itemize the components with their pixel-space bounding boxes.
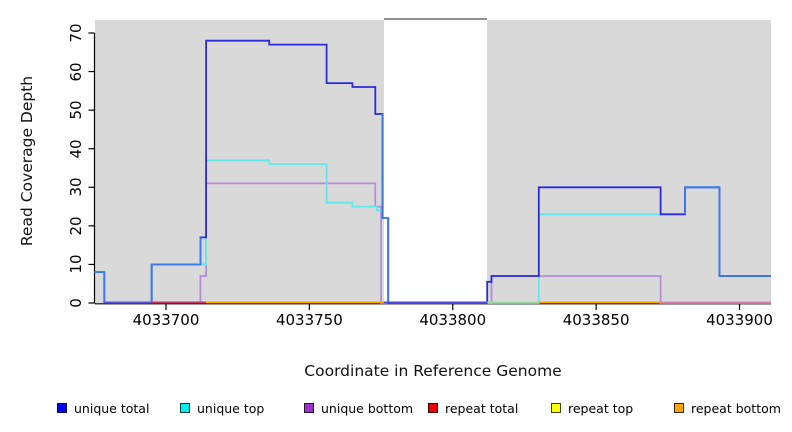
no-data-band <box>384 18 487 303</box>
y-tick-label: 20 <box>67 216 85 236</box>
y-tick-label: 10 <box>67 254 85 274</box>
x-tick-label: 4033750 <box>275 311 343 329</box>
y-tick-label: 60 <box>67 62 85 82</box>
legend-label-unique-bottom: unique bottom <box>321 400 414 416</box>
x-tick-label: 4033700 <box>132 311 200 329</box>
legend-item-unique-bottom: unique bottom <box>304 399 413 417</box>
x-tick-label: 4033800 <box>419 311 487 329</box>
legend-swatch-repeat-bottom <box>674 403 684 413</box>
y-tick-label: 30 <box>67 177 85 197</box>
legend-item-repeat-top: repeat top <box>551 399 633 417</box>
legend-swatch-unique-bottom <box>304 403 314 413</box>
y-tick-label: 0 <box>67 298 85 308</box>
legend-swatch-unique-top <box>180 403 190 413</box>
y-tick-label: 50 <box>67 100 85 120</box>
legend-swatch-repeat-total <box>428 403 438 413</box>
legend-label-repeat-total: repeat total <box>445 400 519 416</box>
legend-label-unique-total: unique total <box>74 400 150 416</box>
plot-panel <box>95 18 771 303</box>
y-tick-label: 70 <box>67 23 85 43</box>
legend-label-repeat-bottom: repeat bottom <box>691 400 781 416</box>
legend-item-repeat-bottom: repeat bottom <box>674 399 781 417</box>
x-tick-label: 4033900 <box>706 311 773 329</box>
legend-label-unique-top: unique top <box>197 400 265 416</box>
legend-item-unique-total: unique total <box>57 399 149 417</box>
legend-swatch-repeat-top <box>551 403 561 413</box>
legend: unique total unique top unique bottom re… <box>0 399 792 419</box>
legend-item-repeat-total: repeat total <box>428 399 518 417</box>
legend-swatch-unique-total <box>57 403 67 413</box>
legend-item-unique-top: unique top <box>180 399 264 417</box>
y-tick-label: 40 <box>67 139 85 159</box>
x-tick-label: 4033850 <box>562 311 630 329</box>
legend-label-repeat-top: repeat top <box>568 400 634 416</box>
y-axis-title: Read Coverage Depth <box>18 75 36 247</box>
x-axis-title: Coordinate in Reference Genome <box>304 362 562 380</box>
